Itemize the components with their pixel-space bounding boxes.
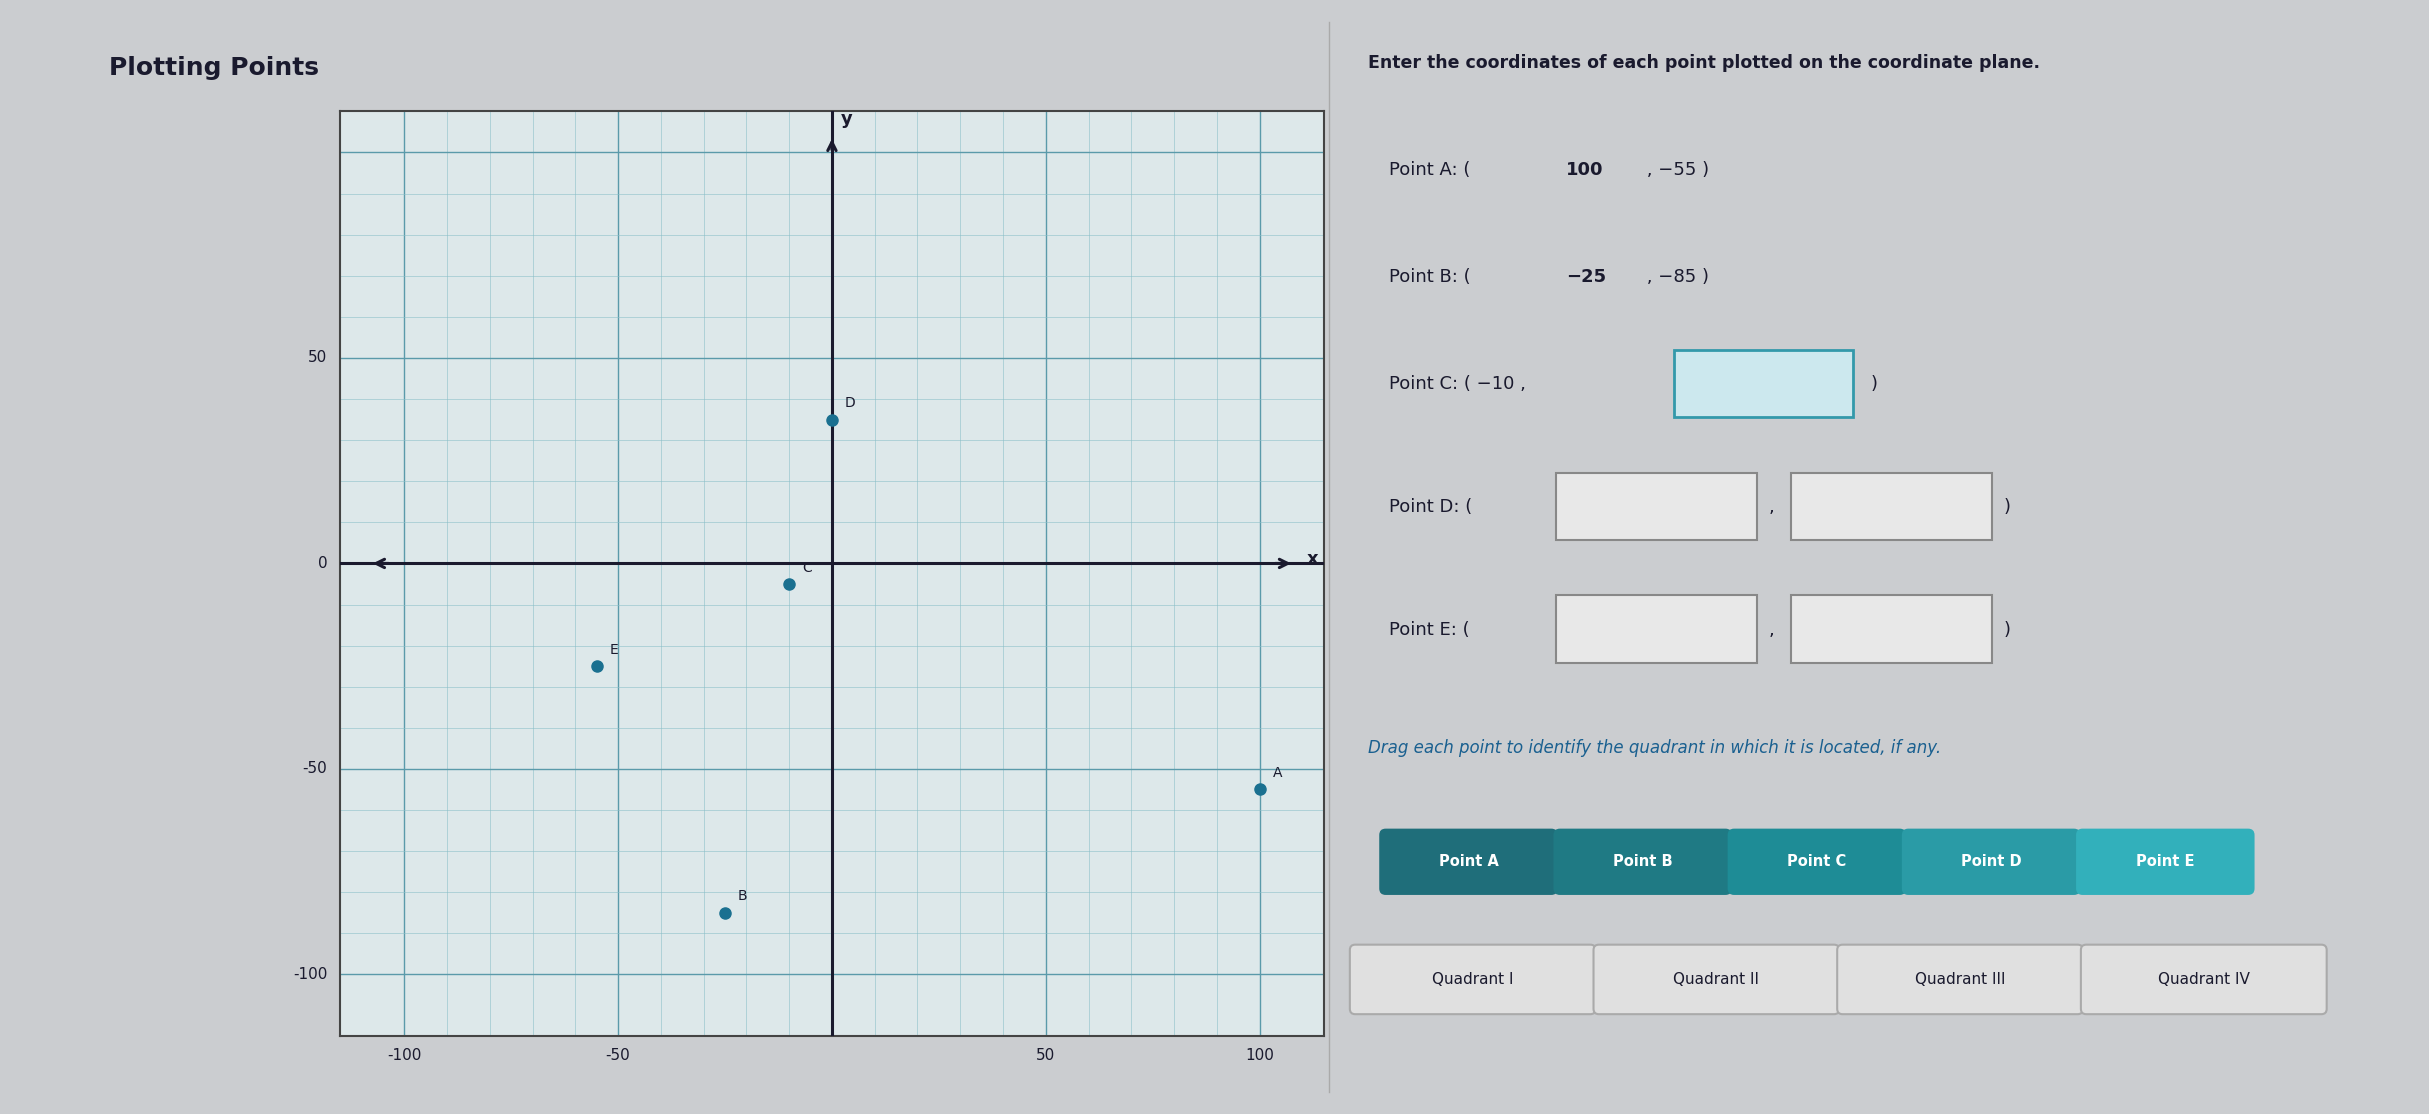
Text: E: E xyxy=(610,643,619,657)
FancyBboxPatch shape xyxy=(1790,472,1992,540)
Text: Point A: (: Point A: ( xyxy=(1389,162,1477,179)
FancyBboxPatch shape xyxy=(1557,472,1756,540)
Text: Point A: Point A xyxy=(1438,854,1499,869)
Text: A: A xyxy=(1273,766,1283,780)
Text: ): ) xyxy=(1870,375,1878,393)
Text: Enter the coordinates of each point plotted on the coordinate plane.: Enter the coordinates of each point plot… xyxy=(1368,55,2040,72)
Text: , −55 ): , −55 ) xyxy=(1640,162,1708,179)
FancyBboxPatch shape xyxy=(1727,829,1907,895)
Text: ▼: ▼ xyxy=(1824,378,1831,388)
FancyBboxPatch shape xyxy=(1555,829,1732,895)
Text: Quadrant II: Quadrant II xyxy=(1674,971,1759,987)
FancyBboxPatch shape xyxy=(1593,945,1839,1014)
Text: -100: -100 xyxy=(294,967,328,981)
Text: , −85 ): , −85 ) xyxy=(1640,268,1708,286)
Text: Point B: (: Point B: ( xyxy=(1389,268,1477,286)
Text: Point E: Point E xyxy=(2135,854,2193,869)
Text: Point C: Point C xyxy=(1788,854,1846,869)
Text: -50: -50 xyxy=(605,1048,632,1064)
FancyBboxPatch shape xyxy=(1790,596,1992,663)
Text: Drag each point to identify the quadrant in which it is located, if any.: Drag each point to identify the quadrant… xyxy=(1368,739,1941,756)
Text: ): ) xyxy=(2004,498,2011,516)
Text: y: y xyxy=(840,109,853,128)
FancyBboxPatch shape xyxy=(1902,829,2079,895)
FancyBboxPatch shape xyxy=(1557,596,1756,663)
Text: Point D: Point D xyxy=(1960,854,2021,869)
FancyBboxPatch shape xyxy=(2082,945,2327,1014)
FancyBboxPatch shape xyxy=(1380,829,1557,895)
FancyBboxPatch shape xyxy=(2077,829,2254,895)
FancyBboxPatch shape xyxy=(1836,945,2084,1014)
Text: ,: , xyxy=(1768,622,1776,639)
FancyBboxPatch shape xyxy=(1674,350,1853,417)
Text: B: B xyxy=(738,889,748,903)
Text: 0: 0 xyxy=(318,556,328,571)
Text: Quadrant IV: Quadrant IV xyxy=(2157,971,2249,987)
Text: D: D xyxy=(845,397,855,410)
Text: Point B: Point B xyxy=(1613,854,1674,869)
Text: Quadrant I: Quadrant I xyxy=(1433,971,1513,987)
Text: ,: , xyxy=(1768,498,1776,516)
Text: −25: −25 xyxy=(1567,268,1606,286)
Text: 100: 100 xyxy=(1567,162,1603,179)
Text: ): ) xyxy=(2004,622,2011,639)
Text: -50: -50 xyxy=(304,761,328,776)
Text: Plotting Points: Plotting Points xyxy=(109,56,318,80)
FancyBboxPatch shape xyxy=(1351,945,1596,1014)
Text: C: C xyxy=(802,560,811,575)
Text: Point E: (: Point E: ( xyxy=(1389,622,1470,639)
Text: 50: 50 xyxy=(1037,1048,1057,1064)
Text: Point C: ( −10 ,: Point C: ( −10 , xyxy=(1389,375,1525,393)
Text: Quadrant III: Quadrant III xyxy=(1914,971,2006,987)
Text: x: x xyxy=(1307,550,1319,568)
Text: Point D: (: Point D: ( xyxy=(1389,498,1472,516)
Text: 50: 50 xyxy=(308,351,328,365)
Text: -100: -100 xyxy=(386,1048,420,1064)
Text: 100: 100 xyxy=(1246,1048,1275,1064)
